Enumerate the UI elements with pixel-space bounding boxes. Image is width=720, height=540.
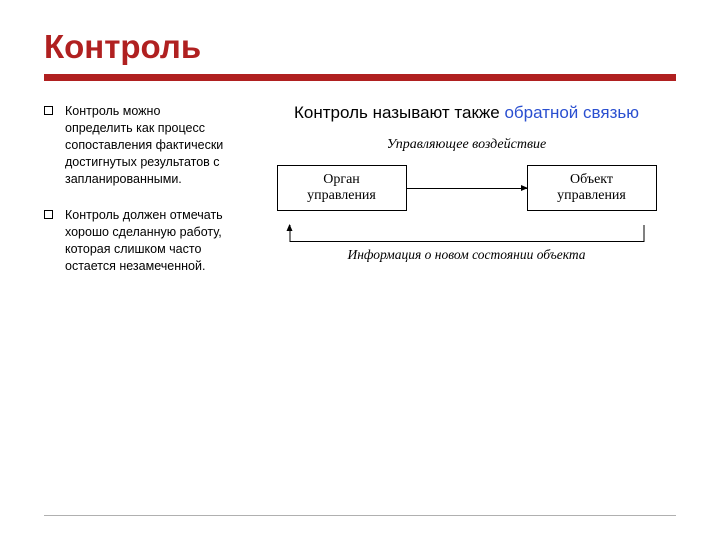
diagram-top-label: Управляющее воздействие bbox=[277, 137, 657, 153]
diagram-row: Орган управления Объект управления bbox=[277, 165, 657, 211]
forward-arrow-icon bbox=[407, 188, 527, 189]
subtitle: Контроль называют также обратной связью bbox=[257, 103, 676, 123]
bullet-marker-icon bbox=[44, 210, 53, 219]
bullet-marker-icon bbox=[44, 106, 53, 115]
feedback-diagram: Управляющее воздействие Орган управления… bbox=[277, 137, 657, 297]
bullet-text: Контроль можно определить как процесс со… bbox=[65, 103, 229, 187]
bullet-list: Контроль можно определить как процесс со… bbox=[44, 103, 229, 297]
subtitle-accent: обратной связью bbox=[504, 103, 639, 122]
diagram-box-right: Объект управления bbox=[527, 165, 657, 211]
right-column: Контроль называют также обратной связью … bbox=[253, 103, 676, 297]
title-underline bbox=[44, 74, 676, 81]
subtitle-plain: Контроль называют также bbox=[294, 103, 504, 122]
diagram-box-left: Орган управления bbox=[277, 165, 407, 211]
content-area: Контроль можно определить как процесс со… bbox=[44, 103, 676, 297]
footer-divider bbox=[44, 515, 676, 516]
diagram-bottom-label: Информация о новом состоянии объекта bbox=[289, 247, 644, 263]
list-item: Контроль можно определить как процесс со… bbox=[44, 103, 229, 187]
list-item: Контроль должен отмечать хорошо сделанну… bbox=[44, 207, 229, 275]
bullet-text: Контроль должен отмечать хорошо сделанну… bbox=[65, 207, 229, 275]
page-title: Контроль bbox=[44, 28, 676, 66]
